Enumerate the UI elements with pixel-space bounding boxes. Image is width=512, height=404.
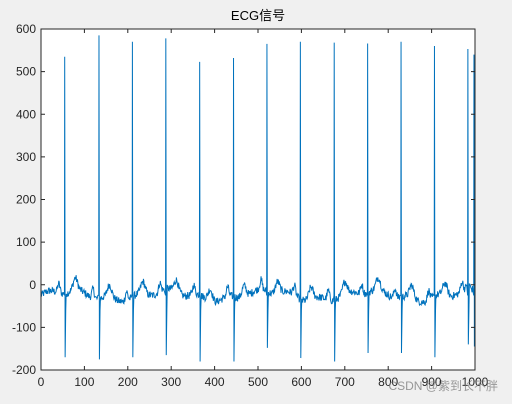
x-tick-label: 600 — [291, 375, 311, 389]
x-tick-label: 1000 — [462, 375, 489, 389]
x-tick-label: 100 — [74, 375, 94, 389]
chart-title: ECG信号 — [231, 8, 285, 23]
x-tick-label: 400 — [205, 375, 225, 389]
x-tick-label: 700 — [335, 375, 355, 389]
ecg-series-line — [40, 35, 476, 362]
x-tick-label: 200 — [118, 375, 138, 389]
y-tick-label: 0 — [29, 278, 36, 292]
y-tick-label: -200 — [12, 363, 36, 377]
x-tick-label: 800 — [378, 375, 398, 389]
plot-area — [41, 29, 475, 370]
watermark: CSDN @紫到长不胖 — [388, 379, 498, 393]
y-tick-label: 100 — [16, 235, 36, 249]
series-layer — [40, 35, 476, 362]
x-tick-label: 900 — [422, 375, 442, 389]
x-tick-label: 300 — [161, 375, 181, 389]
y-tick-label: 500 — [16, 65, 36, 79]
ticks-layer: 0 100 200 300 400 500 600 700 800 900 1000-200-100… — [12, 22, 489, 389]
y-tick-label: 400 — [16, 107, 36, 121]
y-tick-label: 200 — [16, 193, 36, 207]
y-tick-label: 600 — [16, 22, 36, 36]
y-tick-label: -100 — [12, 320, 36, 334]
x-tick-label: 500 — [248, 375, 268, 389]
x-tick-label: 0 — [38, 375, 45, 389]
y-tick-label: 300 — [16, 150, 36, 164]
